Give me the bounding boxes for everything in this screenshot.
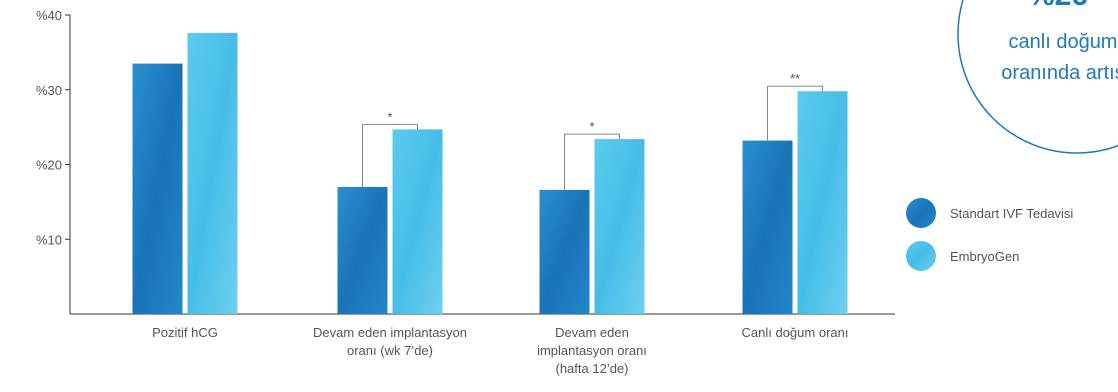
y-tick-label: %30	[36, 83, 62, 98]
significance-brackets: ****	[362, 71, 823, 190]
significance-bracket	[362, 123, 418, 187]
category-label: Pozitif hCG	[152, 325, 218, 340]
category-label: oranı (wk 7’de)	[347, 343, 433, 358]
bars	[132, 32, 848, 315]
category-labels: Pozitif hCG Devam eden implantasyon oranı …	[152, 325, 848, 376]
callout-line1: canlı doğum	[1009, 31, 1118, 53]
significance-marker: *	[387, 109, 392, 124]
bar-embryogen	[797, 91, 848, 315]
significance-bracket	[767, 85, 823, 141]
legend-label: Standart IVF Tedavisi	[950, 206, 1073, 221]
category-label: Canlı doğum oranı	[742, 325, 849, 340]
bar-embryogen	[392, 129, 443, 314]
significance-bracket	[564, 133, 620, 190]
bar-embryogen	[594, 139, 645, 314]
legend: Standart IVF Tedavisi EmbryoGen	[906, 198, 1073, 271]
category-label: Devam eden implantasyon	[313, 325, 467, 340]
legend-swatch-standart-ivf	[906, 198, 936, 228]
bar-standart-ivf	[337, 186, 388, 314]
bar-standart-ivf	[132, 63, 183, 315]
category-label: (hafta 12’de)	[556, 361, 629, 376]
callout-line2: oranında artış	[1001, 62, 1118, 84]
legend-swatch-embryogen	[906, 241, 936, 271]
callout-headline: %26	[1028, 0, 1088, 12]
category-label: Devam eden	[555, 325, 629, 340]
legend-label: EmbryoGen	[950, 249, 1019, 264]
callout-circle	[957, 0, 1118, 154]
significance-marker: *	[589, 119, 594, 134]
y-ticks: %10 %20 %30 %40	[36, 8, 70, 247]
y-tick-label: %10	[36, 232, 62, 247]
bar-standart-ivf	[742, 140, 793, 314]
bar-standart-ivf	[539, 189, 590, 314]
callout-badge: %26 canlı doğum oranında artış	[957, 0, 1118, 154]
bar-embryogen	[187, 32, 238, 314]
y-tick-label: %40	[36, 8, 62, 23]
significance-marker: **	[790, 71, 800, 86]
y-tick-label: %20	[36, 158, 62, 173]
category-label: implantasyon oranı	[537, 343, 647, 358]
